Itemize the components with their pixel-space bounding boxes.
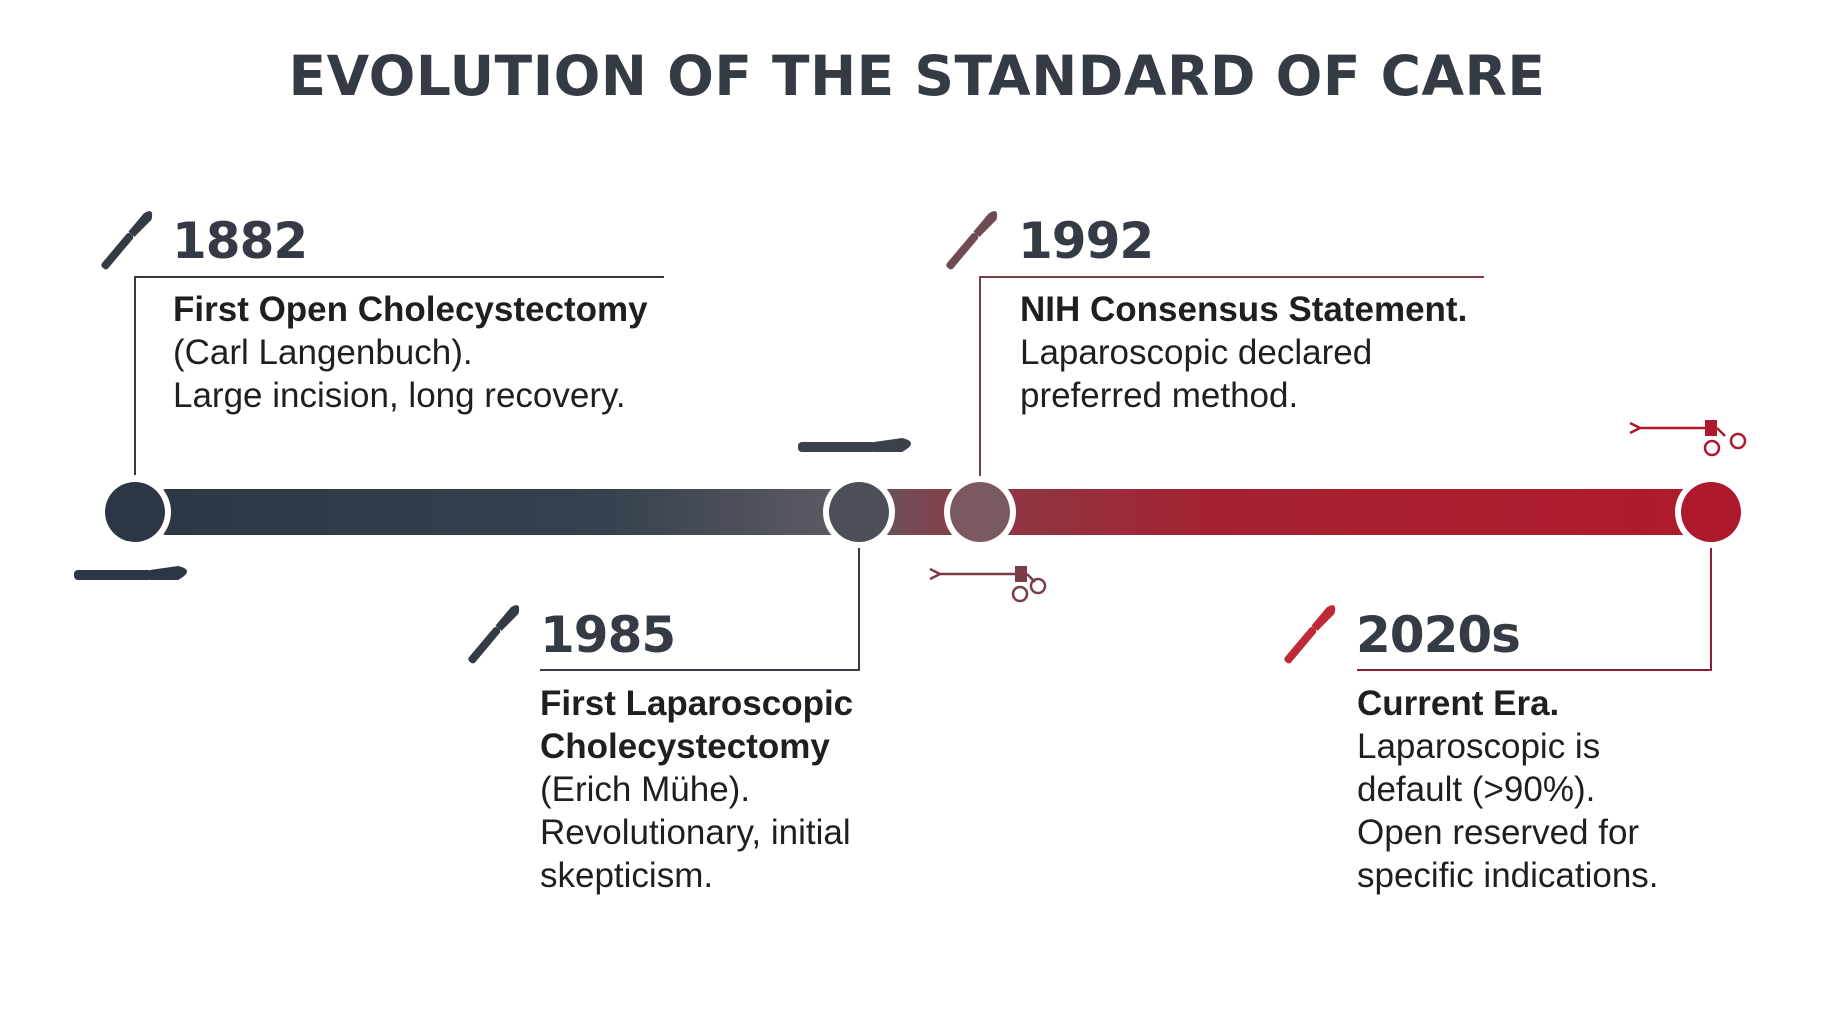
scalpel-icon	[467, 602, 523, 666]
connector-1882	[134, 276, 664, 475]
event-headline: NIH Consensus Statement.	[1020, 290, 1468, 329]
year-1992: 1992	[1018, 212, 1154, 270]
milestone-node-1992	[944, 476, 1016, 548]
connector-1985	[540, 535, 860, 671]
event-headline: Current Era.	[1357, 684, 1560, 723]
event-detail: Large incision, long recovery.	[173, 376, 626, 415]
event-description-1882: First Open Cholecystectomy (Carl Langenb…	[173, 288, 648, 417]
laparoscopic-grasper-icon	[1629, 420, 1747, 457]
scalpel-icon	[798, 438, 911, 452]
connector-1992	[979, 276, 1484, 485]
event-detail: Laparoscopic is	[1357, 727, 1601, 766]
year-1985: 1985	[540, 606, 676, 664]
milestone-node-1985	[823, 476, 895, 548]
event-detail: preferred method.	[1020, 376, 1299, 415]
event-description-1985: First Laparoscopic Cholecystectomy (Eric…	[540, 682, 853, 897]
year-2020s: 2020s	[1356, 606, 1521, 664]
scalpel-icon	[1283, 602, 1339, 666]
event-detail: default (>90%).	[1357, 770, 1596, 809]
milestone-node-1882	[99, 476, 171, 548]
laparoscopic-grasper-icon	[929, 566, 1047, 603]
event-detail: (Carl Langenbuch).	[173, 333, 473, 372]
timeline-bar	[160, 489, 1700, 535]
year-1882: 1882	[172, 212, 308, 270]
scalpel-icon	[100, 208, 156, 272]
event-detail: skepticism.	[540, 856, 714, 895]
scalpel-icon	[74, 566, 187, 580]
event-headline: First Open Cholecystectomy	[173, 290, 648, 329]
event-headline: First Laparoscopic	[540, 684, 854, 723]
milestone-node-2020s	[1675, 476, 1747, 548]
scalpel-icon	[945, 208, 1001, 272]
event-detail: specific indications.	[1357, 856, 1659, 895]
page-title: EVOLUTION OF THE STANDARD OF CARE	[288, 44, 1546, 108]
event-detail: Open reserved for	[1357, 813, 1640, 852]
event-description-1992: NIH Consensus Statement. Laparoscopic de…	[1020, 288, 1467, 417]
event-headline: Cholecystectomy	[540, 727, 830, 766]
event-detail: (Erich Mühe).	[540, 770, 751, 809]
event-detail: Laparoscopic declared	[1020, 333, 1373, 372]
connector-2020s	[1357, 535, 1712, 671]
event-detail: Revolutionary, initial	[540, 813, 851, 852]
event-description-2020s: Current Era. Laparoscopic is default (>9…	[1357, 682, 1659, 897]
